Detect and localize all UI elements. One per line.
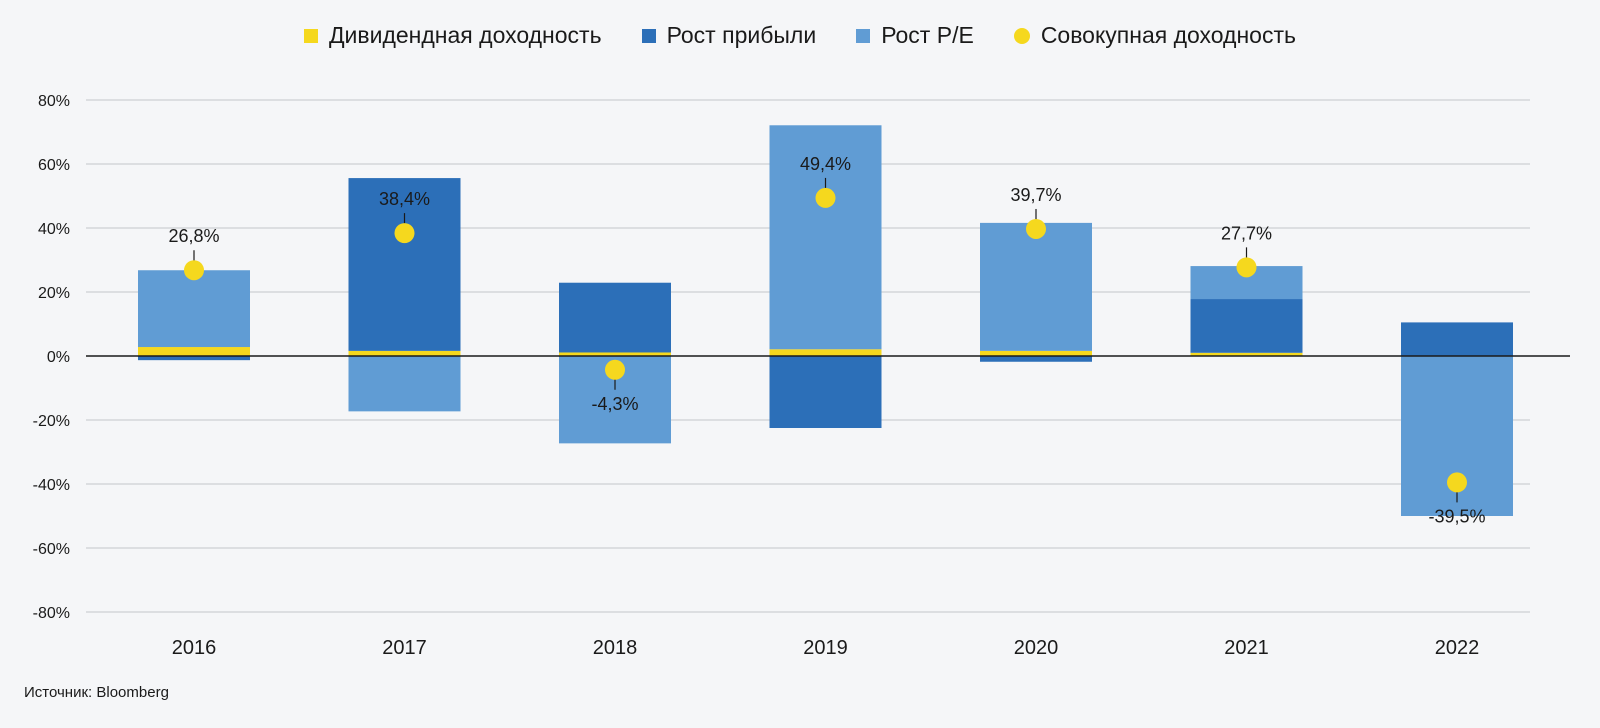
x-tick-label: 2017 (382, 637, 427, 659)
total-return-marker (1447, 472, 1467, 493)
x-tick-label: 2022 (1435, 637, 1480, 659)
legend-item: Совокупная доходность (1013, 22, 1296, 49)
legend-swatch (856, 28, 871, 43)
bar-segment (348, 356, 461, 412)
total-return-label: -39,5% (1428, 506, 1485, 526)
y-tick-label: 40% (38, 221, 70, 238)
legend-item: Рост P/E (856, 22, 974, 49)
bar-segment (559, 352, 671, 356)
legend-label: Дивидендная доходность (328, 22, 602, 48)
bar-segment (138, 356, 250, 361)
bar-segment (1190, 299, 1303, 353)
source-note: Источник: Bloomberg (24, 684, 169, 701)
legend-label: Рост P/E (881, 22, 974, 48)
x-tick-label: 2018 (593, 637, 638, 659)
bar-segment (138, 270, 250, 348)
legend-swatch (641, 28, 656, 43)
y-tick-label: 60% (38, 157, 70, 174)
y-tick-label: -40% (33, 477, 70, 494)
bar-segment (769, 125, 882, 350)
y-tick-label: -60% (33, 541, 70, 558)
bar-segment (769, 356, 882, 428)
legend-item: Рост прибыли (641, 22, 817, 49)
total-return-label: 49,4% (800, 154, 851, 174)
total-return-label: 26,8% (168, 226, 219, 246)
bar-segment (559, 282, 671, 353)
total-return-marker (184, 260, 204, 281)
x-tick-label: 2016 (172, 637, 217, 659)
y-tick-label: 0% (47, 349, 70, 366)
legend-item: Дивидендная доходность (303, 22, 602, 49)
y-tick-label: -80% (33, 605, 70, 622)
bar-segment (348, 350, 461, 356)
bar-segment (769, 349, 882, 356)
bar-segment (980, 356, 1092, 362)
bar-segment (980, 222, 1092, 351)
total-return-marker (1236, 257, 1257, 278)
y-tick-label: -20% (33, 413, 70, 430)
bar-segment (1190, 352, 1303, 356)
legend-label: Совокупная доходность (1040, 22, 1296, 48)
bar-segment (138, 347, 250, 356)
total-return-label: 27,7% (1221, 223, 1272, 243)
legend-swatch (303, 28, 318, 43)
total-return-marker (815, 187, 836, 208)
y-tick-label: 20% (38, 285, 70, 302)
x-tick-label: 2020 (1014, 637, 1059, 659)
x-tick-label: 2021 (1224, 637, 1269, 659)
total-return-label: -4,3% (591, 394, 638, 414)
total-return-marker (394, 223, 415, 244)
y-tick-label: 80% (38, 93, 70, 110)
total-return-marker (1026, 218, 1046, 239)
chart-legend: Дивидендная доходность Рост прибыли Рост P… (0, 22, 1600, 49)
total-return-label: 39,7% (1010, 185, 1061, 205)
legend-label: Рост прибыли (666, 22, 817, 48)
bar-segment (1401, 322, 1513, 356)
bar-segment (348, 178, 461, 351)
total-return-marker (605, 359, 625, 380)
x-tick-label: 2019 (803, 637, 848, 659)
bar-segment (980, 350, 1092, 356)
total-return-label: 38,4% (379, 189, 430, 209)
legend-swatch (1013, 27, 1030, 44)
